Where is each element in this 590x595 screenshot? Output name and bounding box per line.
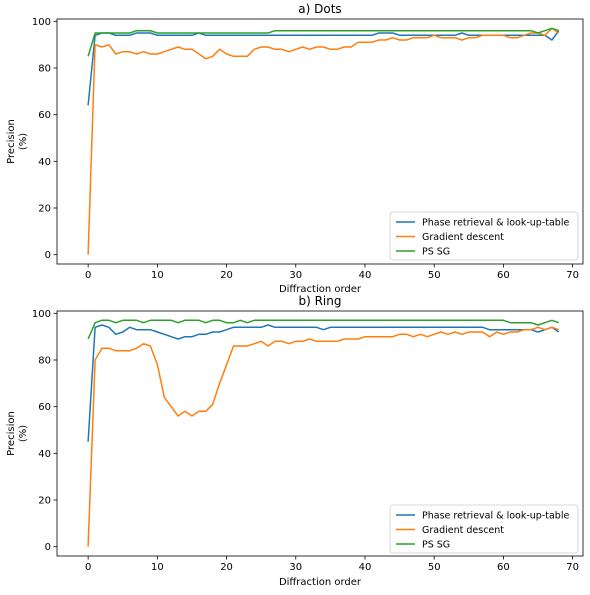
x-axis-label: Diffraction order <box>279 577 362 588</box>
x-tick-label: 30 <box>289 270 302 281</box>
x-tick-label: 20 <box>220 270 233 281</box>
y-axis-label-unit: (%) <box>18 133 29 150</box>
y-tick-label: 60 <box>38 402 51 413</box>
legend-frame <box>389 211 579 261</box>
legend: Phase retrieval & look-up-table Gradient … <box>389 504 579 554</box>
series-line-2 <box>87 319 560 340</box>
legend-label: PS SG <box>422 247 450 258</box>
x-tick-label: 60 <box>497 562 510 573</box>
x-tick-label: 50 <box>428 562 441 573</box>
chart-panel-1: b) Ring 0 10 20 30 40 50 60 70 0 20 40 60 80 100 Diffra… <box>6 294 584 588</box>
x-tick-label: 70 <box>566 270 579 281</box>
series-line-2 <box>87 27 560 57</box>
x-tick-label: 10 <box>151 562 164 573</box>
x-tick-label: 40 <box>359 270 372 281</box>
series-line-0 <box>87 30 560 106</box>
legend: Phase retrieval & look-up-table Gradient … <box>389 211 579 261</box>
legend-label: Gradient descent <box>422 232 504 243</box>
plot-area-frame <box>56 18 584 265</box>
y-axis-label-unit: (%) <box>18 425 29 442</box>
x-tick-label: 70 <box>566 562 579 573</box>
chart-title: b) Ring <box>298 294 341 308</box>
y-tick-label: 40 <box>38 157 51 168</box>
y-tick-label: 60 <box>38 110 51 121</box>
plot-area-frame <box>56 310 584 557</box>
y-tick-label: 0 <box>45 250 51 261</box>
x-tick-label: 0 <box>85 270 91 281</box>
x-tick-label: 10 <box>151 270 164 281</box>
legend-frame <box>389 504 579 554</box>
chart-panel-0: a) Dots 0 10 20 30 40 50 60 70 0 20 40 60 80 100 Diffra… <box>6 2 584 295</box>
x-tick-label: 0 <box>85 562 91 573</box>
x-tick-label: 50 <box>428 270 441 281</box>
series-line-1 <box>87 326 560 547</box>
x-axis-label: Diffraction order <box>279 284 362 295</box>
legend-label: Gradient descent <box>422 525 504 536</box>
y-tick-label: 20 <box>38 496 51 507</box>
x-tick-label: 20 <box>220 562 233 573</box>
series-line-1 <box>87 27 560 255</box>
y-tick-label: 0 <box>45 542 51 553</box>
legend-label: Phase retrieval & look-up-table <box>422 511 569 522</box>
y-tick-label: 100 <box>32 309 51 320</box>
x-tick-label: 60 <box>497 270 510 281</box>
y-tick-label: 20 <box>38 204 51 215</box>
legend-label: PS SG <box>422 540 450 551</box>
x-tick-label: 40 <box>359 562 372 573</box>
series-line-0 <box>87 324 560 442</box>
chart-title: a) Dots <box>298 2 341 16</box>
y-tick-label: 40 <box>38 449 51 460</box>
y-axis-label: Precision <box>6 119 17 164</box>
x-tick-label: 30 <box>289 562 302 573</box>
y-tick-label: 80 <box>38 356 51 367</box>
y-tick-label: 80 <box>38 64 51 75</box>
legend-label: Phase retrieval & look-up-table <box>422 218 569 229</box>
y-tick-label: 100 <box>32 17 51 28</box>
y-axis-label: Precision <box>6 411 17 456</box>
